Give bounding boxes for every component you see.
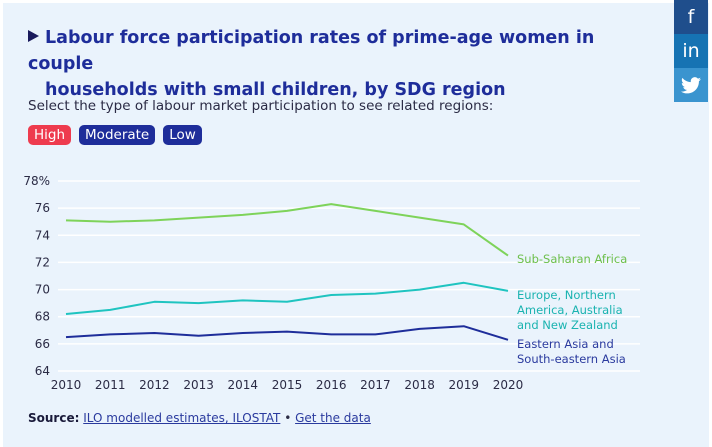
source-label: Source: [28,411,80,425]
series-line[interactable] [65,281,509,315]
x-tick-label: 2013 [183,378,214,392]
x-tick-label: 2012 [139,378,170,392]
filter-instruction: Select the type of labour market partici… [28,98,494,114]
series-label: Europe, Northern [517,288,616,302]
series-label: and New Zealand [517,318,618,332]
filter-high-button[interactable]: High [28,125,72,145]
facebook-share-button[interactable]: f [674,0,708,34]
y-tick-label: 70 [35,283,50,297]
series-label: America, Australia [517,303,623,317]
twitter-icon [681,76,701,93]
series-line[interactable] [65,203,509,257]
y-tick-label: 64 [35,364,50,378]
social-share-bar: f in [674,0,708,102]
facebook-icon: f [687,6,695,28]
gridlines [58,180,640,372]
chart-title: Labour force participation rates of prim… [28,28,595,100]
filter-buttons: High Moderate Low [28,125,202,145]
series-line[interactable] [65,325,509,341]
x-tick-label: 2011 [95,378,126,392]
series-label: South-eastern Asia [517,352,626,366]
y-tick-label: 66 [35,337,50,351]
y-tick-label: 76 [35,201,50,215]
linkedin-share-button[interactable]: in [674,34,708,68]
series-labels: Sub-Saharan Africa Europe, NorthernAmeric… [517,252,627,366]
series-lines [65,203,509,341]
filter-moderate-button[interactable]: Moderate [79,125,156,145]
y-tick-label: 78% [23,174,50,188]
linkedin-icon: in [682,40,700,62]
separator: • [284,411,292,425]
x-tick-label: 2019 [449,378,480,392]
series-label: Sub-Saharan Africa [517,252,627,266]
chart-panel [3,3,709,447]
x-tick-label: 2016 [316,378,347,392]
ilostat-link[interactable]: ILO modelled estimates, ILOSTAT [83,411,281,425]
x-tick-label: 2014 [228,378,259,392]
x-tick-label: 2010 [51,378,82,392]
x-tick-label: 2017 [360,378,391,392]
play-arrow-icon [28,30,39,42]
x-tick-label: 2015 [272,378,303,392]
get-data-link[interactable]: Get the data [295,411,371,425]
filter-low-button[interactable]: Low [163,125,202,145]
x-axis-ticks: 2010 2011 2012 2013 2014 2015 2016 2017 2018 2019… [51,378,524,392]
source-note: Source: ILO modelled estimates, ILOSTAT … [28,411,371,425]
x-tick-label: 2020 [493,378,524,392]
y-tick-label: 72 [35,255,50,269]
y-tick-label: 68 [35,310,50,324]
twitter-share-button[interactable] [674,68,708,102]
x-tick-label: 2018 [404,378,435,392]
series-label: Eastern Asia and [517,337,614,351]
y-tick-label: 74 [35,228,50,242]
y-axis-ticks: 64 66 68 70 72 74 76 78% [23,174,50,378]
